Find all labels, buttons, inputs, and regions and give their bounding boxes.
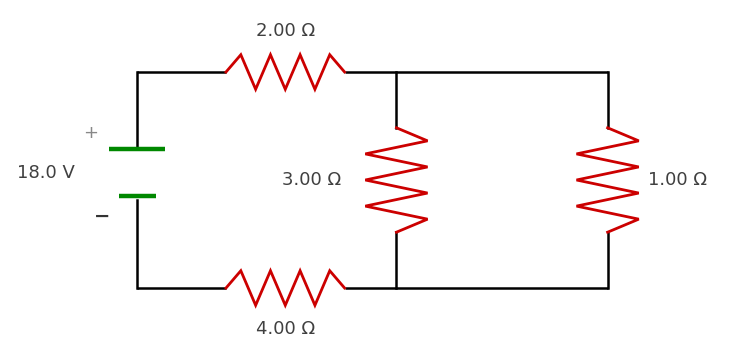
Text: +: + (83, 124, 99, 142)
Text: 4.00 Ω: 4.00 Ω (256, 320, 315, 338)
Text: 3.00 Ω: 3.00 Ω (282, 171, 341, 189)
Text: 2.00 Ω: 2.00 Ω (256, 22, 315, 40)
Text: −: − (93, 207, 110, 225)
Text: 18.0 V: 18.0 V (17, 164, 76, 182)
Text: 1.00 Ω: 1.00 Ω (648, 171, 708, 189)
